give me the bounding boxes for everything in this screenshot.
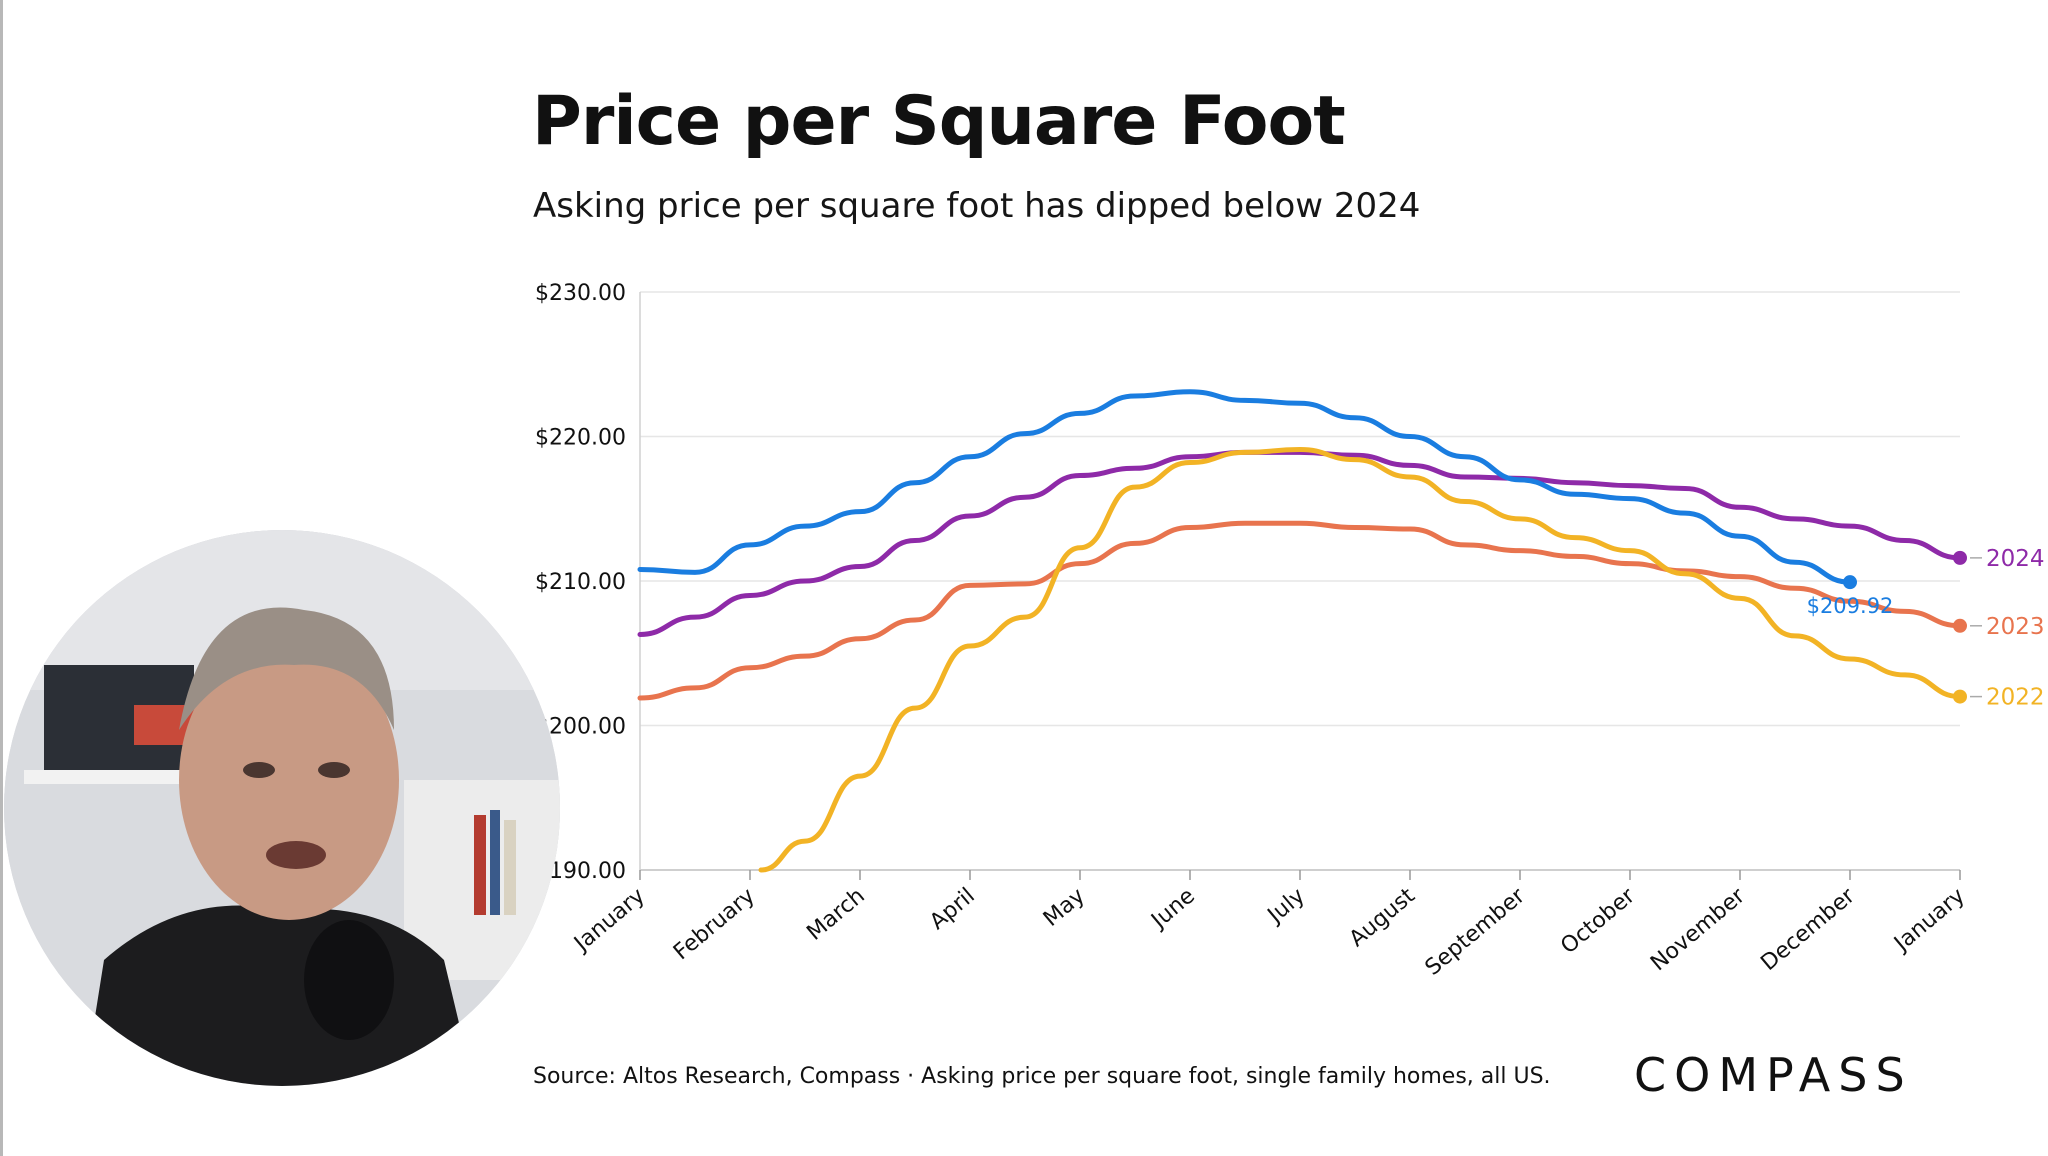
chart-title: Price per Square Foot <box>532 82 1346 161</box>
y-tick-label: $230.00 <box>535 281 626 306</box>
webcam-overlay <box>4 530 560 1086</box>
x-tick-label: January <box>568 883 649 957</box>
source-note: Source: Altos Research, Compass · Asking… <box>533 1064 1551 1089</box>
x-tick-label: September <box>1421 883 1531 981</box>
series-line <box>637 389 1853 585</box>
series-end-labels: 2024 2023 2022 $209.92 <box>1807 546 2045 711</box>
x-tick-label: July <box>1262 883 1310 929</box>
series-label: 2023 <box>1986 614 2045 640</box>
x-tick-label: October <box>1556 883 1640 959</box>
series-line <box>637 520 1963 701</box>
series-end-point <box>1953 550 1967 565</box>
x-tick-label: May <box>1039 883 1090 931</box>
series-end-point <box>1843 575 1857 590</box>
x-tick-label: August <box>1345 883 1420 952</box>
x-tick-label: November <box>1646 883 1750 976</box>
chart-series <box>637 389 1967 873</box>
x-tick-label: June <box>1146 883 1200 934</box>
y-tick-label: $210.00 <box>535 570 626 595</box>
x-tick-label: February <box>669 883 760 965</box>
x-axis-ticks: January February March April May June July Augu… <box>568 870 1970 981</box>
x-tick-label: March <box>802 883 869 945</box>
y-tick-label: $220.00 <box>535 426 626 451</box>
series-end-point <box>1953 618 1967 633</box>
series-end-point <box>1953 689 1967 704</box>
compass-logo: COMPASS <box>1634 1048 1913 1102</box>
x-tick-label: December <box>1756 883 1860 976</box>
series-line <box>758 447 1963 873</box>
chart-subtitle: Asking price per square foot has dipped … <box>533 186 1421 226</box>
series-label: 2024 <box>1986 546 2045 572</box>
end-value-label: $209.92 <box>1807 594 1894 618</box>
frame-edge <box>0 0 3 1156</box>
x-tick-label: January <box>1888 883 1969 957</box>
series-label: 2022 <box>1986 685 2045 711</box>
x-tick-label: April <box>925 883 980 934</box>
series-line <box>637 449 1963 637</box>
